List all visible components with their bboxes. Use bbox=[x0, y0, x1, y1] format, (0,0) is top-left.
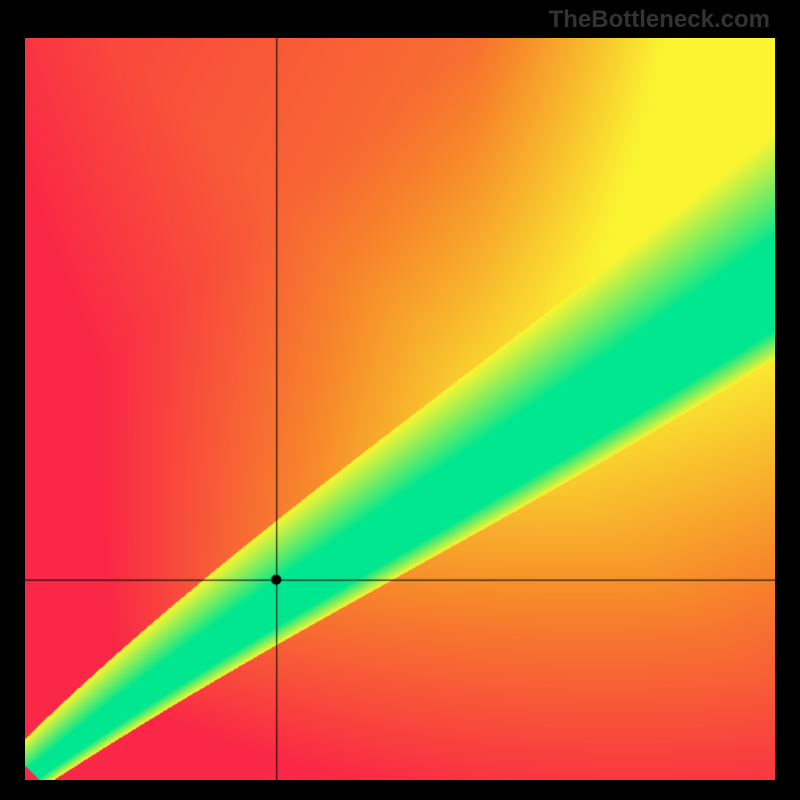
chart-container: TheBottleneck.com bbox=[0, 0, 800, 800]
watermark-label: TheBottleneck.com bbox=[549, 6, 770, 34]
plot-area bbox=[25, 38, 775, 780]
heatmap-canvas bbox=[25, 38, 775, 780]
